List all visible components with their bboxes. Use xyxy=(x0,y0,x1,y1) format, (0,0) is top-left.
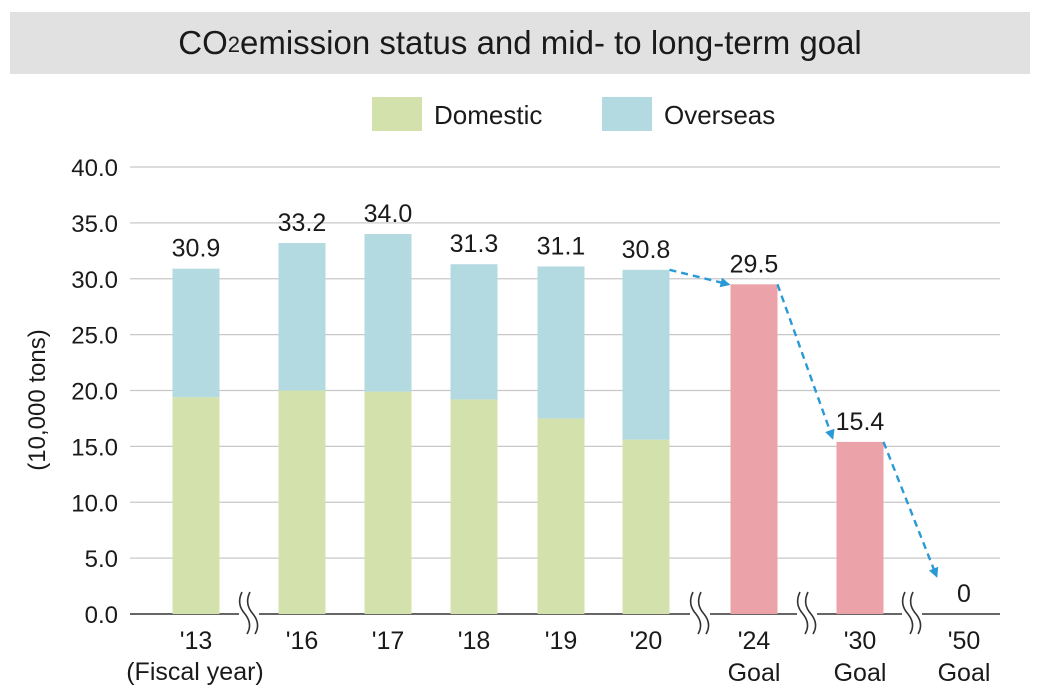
bar-goal xyxy=(836,441,884,614)
legend-swatch-overseas xyxy=(602,97,652,131)
bar-domestic xyxy=(537,418,585,614)
value-label: 33.2 xyxy=(278,209,327,237)
bar-goal xyxy=(730,284,778,614)
bar-overseas xyxy=(450,264,498,400)
chart-title: CO 2 emission status and mid- to long-ter… xyxy=(10,12,1030,74)
title-subscript: 2 xyxy=(227,32,240,57)
value-label: 30.8 xyxy=(622,236,671,264)
x-tick-label: '17 xyxy=(372,627,405,655)
bar-overseas xyxy=(537,266,585,419)
value-label: 31.1 xyxy=(537,232,586,260)
axis-break-mark xyxy=(901,591,914,635)
axis-break-gap xyxy=(902,590,922,636)
axis-break-gap xyxy=(797,590,817,636)
x-tick-label: '13 xyxy=(180,627,213,655)
x-tick-label: '18 xyxy=(458,627,491,655)
value-label: 0 xyxy=(957,580,971,608)
bar-domestic xyxy=(450,399,498,614)
value-label: 29.5 xyxy=(730,250,779,278)
title-rest: emission status and mid- to long-term go… xyxy=(239,24,862,61)
bar-overseas xyxy=(364,234,412,392)
y-tick-label: 40.0 xyxy=(71,155,118,182)
bar-domestic xyxy=(622,439,670,614)
x-tick-sublabel: Goal xyxy=(728,659,781,687)
trend-arrow xyxy=(882,441,939,578)
axis-break-mark xyxy=(697,591,710,635)
y-tick-label: 35.0 xyxy=(71,211,118,238)
axis-break-gap xyxy=(239,590,259,636)
y-tick-label: 0.0 xyxy=(85,602,118,629)
bar-domestic xyxy=(278,390,326,614)
bar-overseas xyxy=(278,242,326,391)
x-tick-label: '50 xyxy=(948,627,981,655)
x-tick-sublabel: Goal xyxy=(834,659,887,687)
y-tick-label: 15.0 xyxy=(71,434,118,461)
legend: Domestic Overseas xyxy=(372,97,775,131)
x-tick-label: '30 xyxy=(844,627,877,655)
y-tick-label: 25.0 xyxy=(71,323,118,350)
value-label: 30.9 xyxy=(172,235,221,263)
axis-break-mark xyxy=(909,591,922,635)
value-label: 31.3 xyxy=(450,230,499,258)
title-main: CO xyxy=(178,24,228,61)
y-axis-title: (10,000 tons) xyxy=(24,329,51,470)
y-tick-label: 5.0 xyxy=(85,546,118,573)
x-tick-label: '16 xyxy=(286,627,319,655)
axis-break-gap xyxy=(690,590,710,636)
bar-domestic xyxy=(172,397,220,614)
y-tick-label: 10.0 xyxy=(71,490,118,517)
trend-arrow xyxy=(776,283,835,440)
value-label: 15.4 xyxy=(836,408,885,436)
trend-arrow xyxy=(669,268,731,288)
x-tick-label: '20 xyxy=(630,627,663,655)
value-labels: 30.9 33.2 34.0 31.3 31.1 30.8 29.5 15.4 0 xyxy=(172,200,971,608)
axis-break-mark xyxy=(689,591,702,635)
x-tick-sublabel: Goal xyxy=(938,659,991,687)
axis-break-mark xyxy=(246,591,259,635)
value-label: 34.0 xyxy=(364,200,413,228)
y-tick-label: 30.0 xyxy=(71,267,118,294)
bars xyxy=(172,234,884,614)
bar-overseas xyxy=(622,269,670,440)
axis-break-mark xyxy=(238,591,251,635)
x-tick-labels: '13 '16 '17 '18 '19 '20 '24 Goal '30 Goal '50 Goal xyxy=(180,627,991,687)
axis-breaks xyxy=(238,590,922,636)
bar-overseas xyxy=(172,268,220,398)
y-tick-labels: 0.0 5.0 10.0 15.0 20.0 25.0 30.0 35.0 40.0 xyxy=(71,155,118,629)
x-axis-title: (Fiscal year) xyxy=(126,658,264,686)
axis-break-mark xyxy=(796,591,809,635)
x-tick-label: '24 xyxy=(738,627,771,655)
legend-label-overseas: Overseas xyxy=(664,100,775,130)
legend-label-domestic: Domestic xyxy=(434,100,542,130)
bar-domestic xyxy=(364,391,412,614)
x-tick-label: '19 xyxy=(545,627,578,655)
trend-arrows xyxy=(669,268,939,578)
legend-swatch-domestic xyxy=(372,97,422,131)
axis-break-mark xyxy=(804,591,817,635)
y-tick-label: 20.0 xyxy=(71,379,118,406)
